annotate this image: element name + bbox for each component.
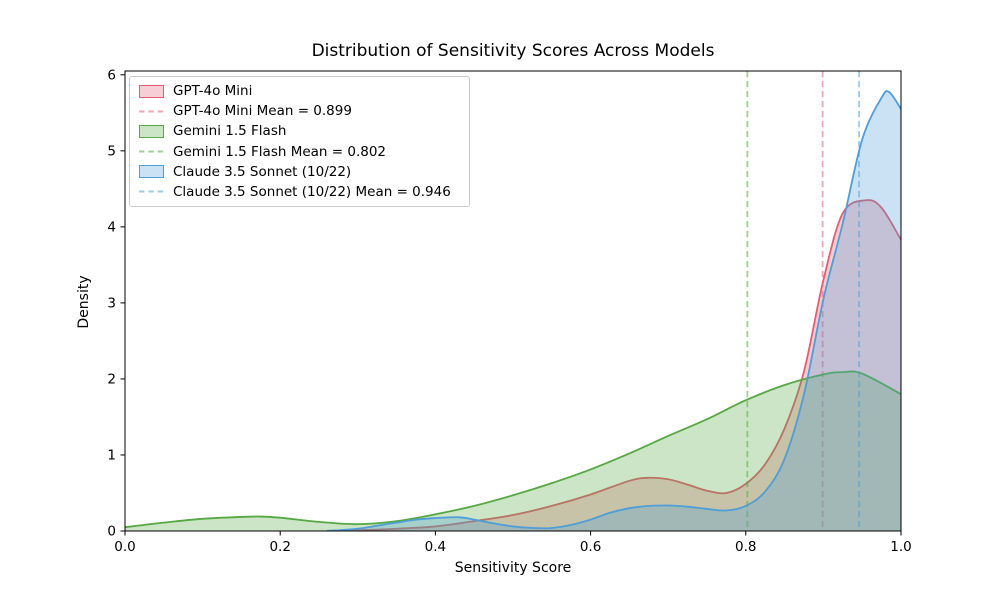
legend-dashed-line-swatch xyxy=(139,185,164,198)
legend-item: GPT-4o Mini Mean = 0.899 xyxy=(139,103,460,119)
legend-label: Claude 3.5 Sonnet (10/22) xyxy=(173,163,352,180)
legend-patch-swatch xyxy=(139,84,164,98)
legend-label: Claude 3.5 Sonnet (10/22) Mean = 0.946 xyxy=(173,183,451,200)
x-tick-label: 0.6 xyxy=(580,539,601,555)
legend-item: GPT-4o Mini xyxy=(139,83,460,99)
legend: GPT-4o Mini GPT-4o Mini Mean = 0.899 Gem… xyxy=(129,76,470,207)
legend-item: Gemini 1.5 Flash Mean = 0.802 xyxy=(139,144,460,160)
legend-patch-swatch xyxy=(139,124,164,138)
y-tick-label: 2 xyxy=(107,371,116,387)
x-tick-label: 0.8 xyxy=(735,539,756,555)
legend-label: Gemini 1.5 Flash Mean = 0.802 xyxy=(173,143,387,160)
kde-fill-claude-3-5-sonnet-10-22 xyxy=(326,91,901,531)
y-tick-label: 5 xyxy=(107,143,116,159)
legend-dashed-line-swatch xyxy=(139,105,164,118)
legend-dashed-line-swatch xyxy=(139,145,164,158)
legend-label: Gemini 1.5 Flash xyxy=(173,123,287,140)
y-tick-label: 0 xyxy=(107,524,116,540)
chart-title: Distribution of Sensitivity Scores Acros… xyxy=(311,41,715,61)
y-tick-label: 3 xyxy=(107,295,116,311)
legend-item: Gemini 1.5 Flash xyxy=(139,123,460,139)
x-tick-label: 1.0 xyxy=(890,539,911,555)
x-tick-label: 0.0 xyxy=(114,539,135,555)
legend-patch-swatch xyxy=(139,165,164,179)
legend-label: GPT-4o Mini Mean = 0.899 xyxy=(173,103,352,120)
legend-item: Claude 3.5 Sonnet (10/22) Mean = 0.946 xyxy=(139,184,460,200)
y-tick-label: 6 xyxy=(107,67,116,83)
legend-label: GPT-4o Mini xyxy=(173,83,253,100)
kde-curve-gpt-4o-mini xyxy=(326,199,901,531)
x-tick-label: 0.4 xyxy=(425,539,446,555)
x-axis-label: Sensitivity Score xyxy=(454,560,572,576)
x-tick-label: 0.2 xyxy=(269,539,290,555)
axes-frame xyxy=(124,70,902,532)
kde-curve-claude-3-5-sonnet-10-22 xyxy=(326,90,901,531)
y-tick-label: 1 xyxy=(107,447,116,463)
y-tick-label: 4 xyxy=(107,219,116,235)
kde-fill-gpt-4o-mini xyxy=(326,200,901,531)
kde-fill-gemini-1-5-flash xyxy=(125,371,901,531)
kde-curve-gemini-1-5-flash xyxy=(125,370,901,529)
legend-item: Claude 3.5 Sonnet (10/22) xyxy=(139,164,460,180)
